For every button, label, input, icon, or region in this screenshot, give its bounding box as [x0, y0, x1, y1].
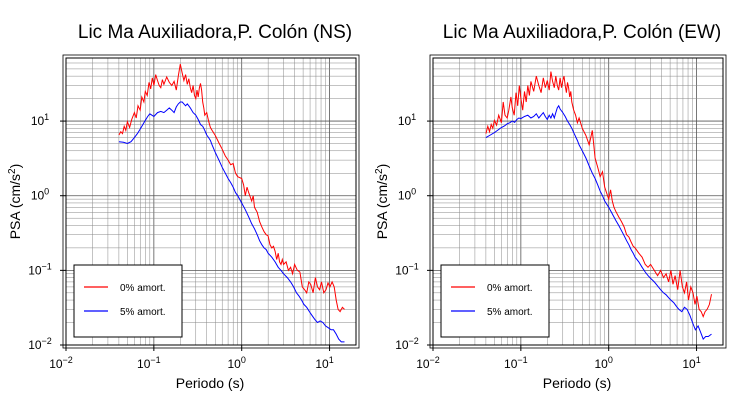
x-tick-label: 100: [228, 355, 246, 371]
series-line-damping-5: [118, 101, 345, 343]
legend-box: [73, 264, 183, 338]
y-tick-label: 10−2: [28, 336, 52, 352]
y-tick-label: 100: [398, 187, 416, 203]
chart-panel-ew: Lic Ma Auxiliadora,P. Colón (EW) 10−2 10−1…: [374, 22, 727, 391]
chart-title: Lic Ma Auxiliadora,P. Colón (NS): [78, 22, 352, 43]
x-tick-label: 100: [595, 355, 613, 371]
x-tick-label: 10−1: [137, 355, 161, 371]
plot-frame: [432, 57, 724, 346]
x-tick-label: 10−2: [49, 355, 73, 371]
legend-label: 0% amort.: [487, 283, 533, 294]
series-line-damping-5: [485, 104, 712, 341]
y-tick-label: 100: [31, 187, 49, 203]
series-line-damping-0: [118, 63, 345, 313]
x-tick-label: 101: [682, 355, 700, 371]
legend: 0% amort. 5% amort.: [440, 264, 550, 338]
series-line-damping-0: [485, 71, 712, 318]
legend-label: 5% amort.: [487, 307, 533, 318]
y-tick-label: 101: [398, 112, 416, 128]
y-tick-label: 10−2: [395, 336, 419, 352]
chart-panel-ns: Lic Ma Auxiliadora,P. Colón (NS) 10−2 10−1…: [7, 22, 360, 391]
legend-label: 0% amort.: [120, 283, 166, 294]
y-tick-label: 10−1: [28, 261, 52, 277]
plot-frame: [65, 57, 357, 346]
chart-title: Lic Ma Auxiliadora,P. Colón (EW): [443, 22, 721, 43]
y-tick-label: 101: [31, 112, 49, 128]
plot-outer-frame: [62, 54, 360, 349]
x-axis-label: Periodo (s): [176, 375, 244, 391]
y-axis-label: PSA (cm/s2): [7, 164, 23, 240]
x-tick-label: 10−2: [416, 355, 440, 371]
y-axis-label: PSA (cm/s2): [374, 164, 390, 240]
plot-outer-frame: [429, 54, 727, 349]
x-tick-label: 10−1: [504, 355, 528, 371]
x-axis-label: Periodo (s): [543, 375, 611, 391]
legend: 0% amort. 5% amort.: [73, 264, 183, 338]
legend-box: [440, 264, 550, 338]
y-tick-label: 10−1: [395, 261, 419, 277]
legend-label: 5% amort.: [120, 307, 166, 318]
x-tick-label: 101: [315, 355, 333, 371]
